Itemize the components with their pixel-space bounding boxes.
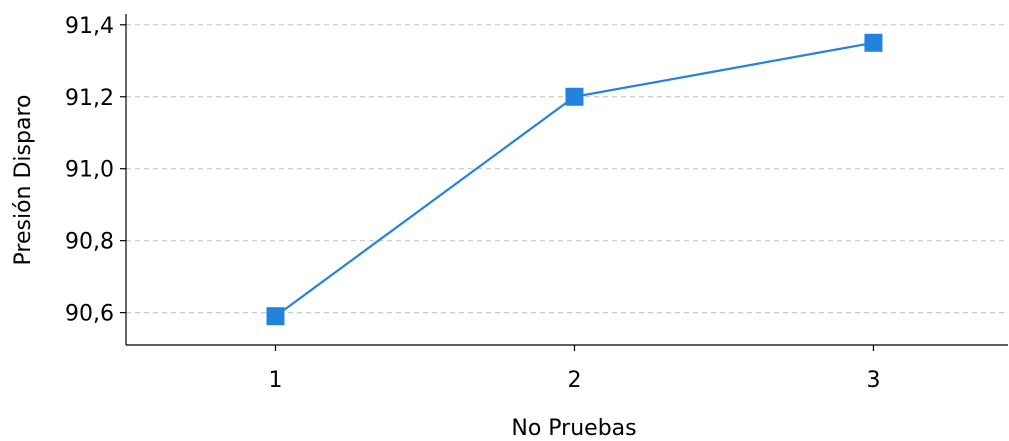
data-point-marker <box>266 307 285 326</box>
gridlines <box>126 24 1008 314</box>
x-axis-label: No Pruebas <box>511 416 636 441</box>
series-line <box>274 41 874 318</box>
series <box>266 33 883 326</box>
y-tick-label: 91,4 <box>65 14 114 39</box>
y-tick-label: 90,8 <box>65 230 114 255</box>
y-axis-label: Presión Disparo <box>11 95 36 266</box>
axes <box>125 14 1008 346</box>
x-tick-label: 1 <box>268 368 282 393</box>
y-tick-label: 90,6 <box>65 302 114 327</box>
data-point-marker <box>565 87 584 106</box>
x-tick-label: 2 <box>567 368 581 393</box>
x-ticks: 1 2 3 <box>268 345 880 393</box>
y-ticks: 90,6 90,8 91,0 91,2 91,4 <box>65 14 126 327</box>
x-tick-label: 3 <box>866 368 880 393</box>
data-point-marker <box>864 33 883 52</box>
y-tick-label: 91,2 <box>65 86 114 111</box>
y-tick-label: 91,0 <box>65 158 114 183</box>
